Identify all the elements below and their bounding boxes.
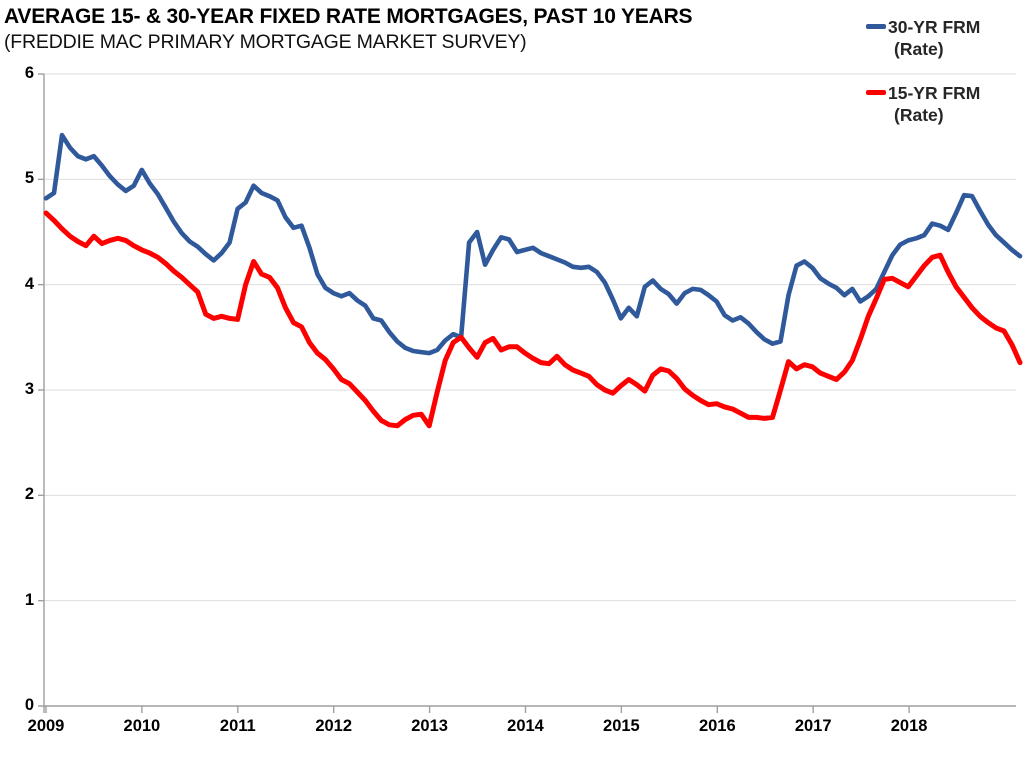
chart-subtitle: (FREDDIE MAC PRIMARY MORTGAGE MARKET SUR… [4,31,527,53]
legend-item-30yr: 30-YR FRM (Rate) [866,16,1022,60]
y-tick-label-6: 6 [24,64,34,82]
legend: 30-YR FRM (Rate) 15-YR FRM (Rate) [866,16,1022,136]
legend-marker-15yr-icon [866,90,886,95]
x-tick-label-2013: 2013 [411,717,448,735]
series-line-30yr-frm [43,132,1023,356]
y-tick-label-4: 4 [24,274,34,293]
legend-label-30yr: 30-YR FRM (Rate) [888,17,981,59]
chart-title: AVERAGE 15- & 30-YEAR FIXED RATE MORTGAG… [4,5,693,28]
x-tick-label-2011: 2011 [219,717,256,735]
x-tick-label-2017: 2017 [794,717,832,735]
y-tick-label-0: 0 [24,696,34,714]
y-tick-label-2: 2 [24,485,34,504]
x-tick-label-2014: 2014 [507,717,544,735]
legend-label-15yr: 15-YR FRM (Rate) [888,83,981,125]
series-line-15yr-frm [43,210,1023,429]
y-tick-label-3: 3 [24,380,34,398]
legend-item-15yr: 15-YR FRM (Rate) [866,82,1022,126]
x-tick-label-2015: 2015 [603,717,640,735]
y-tick-label-5: 5 [24,169,34,188]
x-tick-label-2012: 2012 [315,717,353,735]
y-tick-label-1: 1 [24,590,34,609]
legend-marker-30yr-icon [866,24,886,29]
x-tick-label-2016: 2016 [698,717,736,735]
x-tick-label-2010: 2010 [123,717,161,735]
x-tick-label-2018: 2018 [890,717,928,735]
x-tick-label-2009: 2009 [27,717,65,735]
